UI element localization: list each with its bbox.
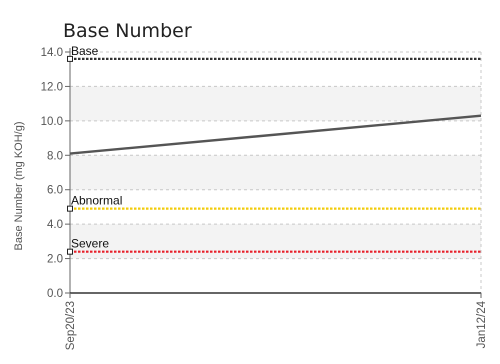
y-tick-label: 14.0: [41, 47, 63, 59]
reference-label: Severe: [71, 237, 109, 251]
reference-marker: [67, 248, 73, 255]
y-tick-label: 0.0: [47, 288, 63, 300]
chart-title: Base Number: [63, 20, 192, 42]
reference-marker: [67, 205, 73, 212]
reference-marker: [67, 55, 73, 62]
y-tick-label: 10.0: [41, 116, 63, 128]
y-tick-label: 8.0: [47, 150, 63, 162]
y-tick-label: 6.0: [47, 185, 63, 197]
grid-band: [70, 155, 481, 190]
grid-band: [70, 224, 481, 259]
series-line: [69, 114, 482, 155]
grid-band: [70, 86, 481, 121]
y-tick-label: 2.0: [47, 254, 63, 266]
reference-label: Abnormal: [71, 194, 122, 208]
x-tick-label: Sep20/23: [65, 301, 77, 350]
y-tick-label: 12.0: [41, 81, 63, 93]
reference-label: Base: [71, 44, 99, 58]
x-tick-label: Jan12/24: [476, 300, 488, 348]
y-axis-label: Base Number (mg KOH/g): [13, 122, 25, 251]
y-tick-label: 4.0: [47, 219, 63, 231]
